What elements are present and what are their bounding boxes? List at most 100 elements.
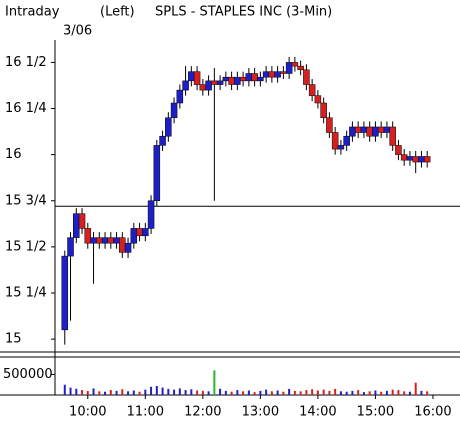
candle-body <box>291 62 299 67</box>
volume-bar <box>196 390 199 395</box>
x-tick-label: 15:00 <box>357 405 394 420</box>
volume-bar <box>81 390 84 395</box>
date-label: 3/06 <box>63 24 92 39</box>
y-tick-label: 15 1/4 <box>5 285 47 300</box>
volume-bar <box>311 389 314 395</box>
volume-bar <box>167 388 170 395</box>
volume-bar <box>362 392 365 395</box>
candle-body <box>418 156 425 163</box>
axis-side-label: (Left) <box>100 5 135 20</box>
candle-body <box>389 126 396 146</box>
candle-body <box>406 156 414 161</box>
candle-body <box>251 73 258 82</box>
candle-body <box>73 213 80 238</box>
volume-bar <box>247 390 250 395</box>
candle-body <box>182 80 189 91</box>
volume-bar <box>207 391 210 395</box>
volume-bar <box>230 391 233 395</box>
volume-bar <box>316 390 319 395</box>
volume-bar <box>115 390 118 395</box>
candle-body <box>84 228 92 244</box>
volume-bar <box>138 391 141 395</box>
candle-body <box>245 73 253 82</box>
volume-bar <box>334 388 337 395</box>
candle-body <box>360 126 368 133</box>
volume-bar <box>339 391 342 395</box>
volume-bar <box>408 391 411 395</box>
volume-bar <box>288 388 291 395</box>
candle-body <box>349 126 356 137</box>
volume-bar <box>368 391 371 395</box>
candle-body <box>113 237 120 244</box>
volume-bar <box>293 390 296 395</box>
candle-body <box>124 242 132 253</box>
candle-body <box>308 84 316 96</box>
volume-bar <box>184 390 187 395</box>
volume-bar <box>109 390 112 395</box>
volume-bar <box>374 390 377 395</box>
candle-body <box>331 132 339 150</box>
candle-body <box>222 76 230 82</box>
volume-bar <box>357 390 360 395</box>
candle-body <box>188 71 195 82</box>
x-tick-label: 13:00 <box>242 405 279 420</box>
candle-body <box>153 145 161 202</box>
volume-bar <box>351 390 354 395</box>
volume-bar <box>75 388 78 395</box>
candle-body <box>320 102 327 119</box>
volume-bar <box>276 390 279 395</box>
x-tick-label: 12:00 <box>184 405 221 420</box>
candle-body <box>205 80 212 91</box>
volume-bar <box>345 391 348 395</box>
candle-body <box>262 71 270 78</box>
volume-bar <box>127 391 130 395</box>
volume-bar <box>385 390 388 395</box>
candle-body <box>67 237 74 257</box>
volume-bar <box>420 390 423 395</box>
candle-body <box>366 126 373 137</box>
y-tick-label: 15 3/4 <box>5 193 47 208</box>
volume-bar <box>104 391 107 395</box>
candle-body <box>142 228 149 237</box>
candle-body <box>297 65 304 71</box>
candle-body <box>101 237 109 244</box>
volume-bar <box>178 388 181 395</box>
y-tick-label: 16 1/4 <box>5 101 47 116</box>
candle-body <box>228 76 235 85</box>
volume-tick-label: 500000 <box>3 367 53 382</box>
volume-bar <box>380 391 383 395</box>
candle-body <box>176 89 184 104</box>
candle-body <box>61 255 69 331</box>
volume-bar <box>299 391 302 395</box>
volume-bar <box>403 391 406 395</box>
volume-bar <box>391 389 394 395</box>
candle-body <box>280 71 287 74</box>
candle-body <box>130 228 138 244</box>
volume-bar <box>328 390 331 395</box>
candle-body <box>372 126 379 137</box>
candle-body <box>412 156 419 163</box>
candle-body <box>337 145 345 150</box>
y-tick-label: 16 1/2 <box>5 55 47 70</box>
volume-bar <box>259 390 262 395</box>
volume-bar <box>236 390 239 395</box>
volume-bar <box>282 391 285 395</box>
volume-bar <box>132 390 135 395</box>
candle-body <box>383 126 391 133</box>
candle-body <box>119 237 126 253</box>
y-tick-label: 15 <box>5 332 22 347</box>
candle-body <box>211 80 218 85</box>
candle-body <box>303 69 310 85</box>
volume-bar <box>63 384 66 395</box>
candle-body <box>234 76 241 85</box>
candle-body <box>159 135 166 146</box>
volume-bar <box>155 385 158 395</box>
candle-body <box>216 80 224 85</box>
volume-bar <box>190 389 193 395</box>
candle-body <box>423 156 431 163</box>
candle-body <box>268 71 276 78</box>
volume-bar <box>270 391 273 395</box>
volume-bar <box>397 390 400 395</box>
candle-body <box>136 228 143 237</box>
